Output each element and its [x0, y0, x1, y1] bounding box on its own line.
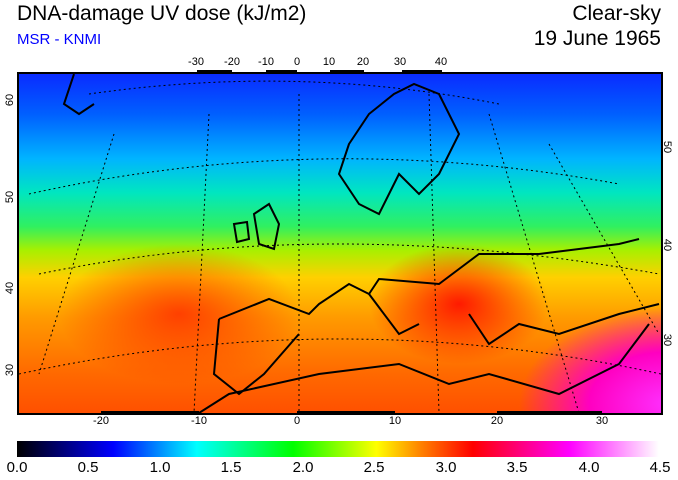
top-lon-tick: 0: [293, 56, 301, 68]
coastline-iberia: [212, 318, 300, 396]
graticule-line: [193, 113, 210, 413]
right-lat-tick: 50: [661, 140, 674, 154]
colorbar-tick: 1.0: [149, 459, 171, 476]
axis-band: [297, 411, 395, 415]
colorbar-tick: 4.0: [578, 459, 600, 476]
coastline-ireland: [232, 220, 251, 244]
right-lat-tick: 40: [661, 238, 674, 252]
bottom-lon-tick: -10: [191, 415, 207, 427]
coastline-italy: [368, 293, 420, 336]
bottom-lon-tick: -20: [93, 415, 109, 427]
left-lat-tick: 50: [4, 190, 17, 204]
graticule-line: [428, 93, 440, 413]
top-lon-tick: -20: [224, 56, 240, 68]
colorbar-tick: 4.5: [649, 459, 671, 476]
colorbar-tick: 0.5: [77, 459, 99, 476]
coastline-britain: [252, 202, 281, 251]
top-lon-tick: 40: [434, 56, 448, 68]
bottom-lon-tick: 10: [388, 415, 402, 427]
colorbar-tick: 0.0: [6, 459, 28, 476]
coastline-africa: [198, 323, 650, 413]
axis-band: [497, 411, 602, 415]
bottom-lon-tick: 30: [595, 415, 609, 427]
colorbar-tick: 3.0: [435, 459, 457, 476]
coastline-scandinavia: [337, 82, 461, 216]
left-lat-tick: 60: [4, 93, 17, 107]
map-title: DNA-damage UV dose (kJ/m2): [17, 2, 307, 25]
graticule-line: [548, 143, 660, 335]
left-lat-tick: 30: [4, 363, 17, 377]
graticule-line: [38, 243, 660, 275]
uv-dose-map: [17, 72, 663, 415]
graticule-line: [88, 80, 500, 105]
right-lat-tick: 30: [661, 333, 674, 347]
colorbar: [17, 441, 659, 457]
graticule-line: [19, 338, 661, 375]
coastline-turkey: [468, 303, 660, 346]
top-lon-tick: 10: [322, 56, 336, 68]
axis-band: [101, 411, 199, 415]
left-lat-tick: 40: [4, 281, 17, 295]
coastline-europe: [218, 238, 640, 320]
sky-condition: Clear-sky: [572, 2, 661, 25]
graticule-line: [488, 113, 580, 413]
graticule-and-coastlines: [19, 74, 661, 413]
colorbar-tick: 2.5: [363, 459, 385, 476]
top-lon-tick: -30: [188, 56, 204, 68]
top-lon-tick: 20: [356, 56, 370, 68]
top-lon-tick: -10: [258, 56, 274, 68]
bottom-lon-tick: 0: [293, 415, 301, 427]
colorbar-tick: 2.0: [292, 459, 314, 476]
map-date: 19 June 1965: [533, 27, 661, 50]
colorbar-tick: 1.5: [220, 459, 242, 476]
coastline-greenland: [62, 74, 95, 116]
bottom-lon-tick: 20: [490, 415, 504, 427]
graticule-line: [28, 158, 620, 195]
map-source: MSR - KNMI: [17, 31, 102, 48]
colorbar-tick: 3.5: [506, 459, 528, 476]
graticule-line: [38, 133, 115, 375]
top-lon-tick: 30: [393, 56, 407, 68]
